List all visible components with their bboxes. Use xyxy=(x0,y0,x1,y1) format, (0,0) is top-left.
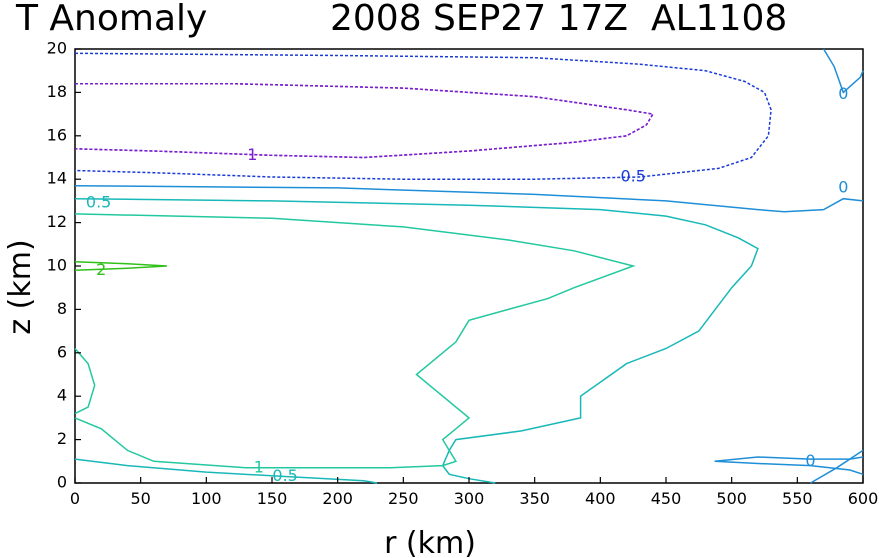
y-tick-label: 8 xyxy=(57,299,67,318)
contour-level-2-line xyxy=(74,260,167,272)
contour-label: 0 xyxy=(838,177,848,196)
x-tick-label: 150 xyxy=(257,489,288,508)
x-tick-label: 300 xyxy=(454,489,485,508)
x-tick-label: 500 xyxy=(716,489,747,508)
contour-lines xyxy=(74,48,864,484)
x-axis-ticks: 0 50 100 150 200 250 300 350 400 450 500 550 600 xyxy=(70,477,878,508)
y-tick-label: 16 xyxy=(47,125,67,144)
x-tick-label: 200 xyxy=(322,489,353,508)
y-tick-label: 0 xyxy=(57,473,67,492)
contour-label: 1 xyxy=(254,457,264,476)
contour-level-1-line xyxy=(74,213,636,469)
y-axis-ticks: 0 2 4 6 8 10 12 14 16 18 20 xyxy=(47,39,81,492)
contour-label: 0 xyxy=(805,451,815,470)
x-tick-label: 450 xyxy=(651,489,682,508)
x-tick-label: 600 xyxy=(848,489,879,508)
contour-label: 0.5 xyxy=(86,193,111,212)
y-tick-label: 4 xyxy=(57,386,67,405)
y-tick-label: 2 xyxy=(57,429,67,448)
x-tick-label: 400 xyxy=(585,489,616,508)
contour-level-0-line xyxy=(810,449,864,484)
contour-level-0-line xyxy=(74,184,864,213)
contour-level-1-line xyxy=(74,82,655,159)
x-tick-label: 100 xyxy=(191,489,222,508)
contour-level-0_5-line xyxy=(74,52,772,180)
x-tick-label: 50 xyxy=(130,489,150,508)
y-tick-label: 20 xyxy=(47,39,67,58)
x-tick-label: 250 xyxy=(388,489,419,508)
chart-subtitle: 2008 SEP27 17Z AL1108 xyxy=(330,0,787,39)
x-tick-label: 550 xyxy=(782,489,813,508)
x-tick-label: 350 xyxy=(519,489,550,508)
x-tick-label: 0 xyxy=(70,489,80,508)
contour-labels: 1 0.5 0 0 0 0.5 2 1 0.5 xyxy=(86,84,848,485)
x-axis-label: r (km) xyxy=(384,526,476,558)
contour-label: 0.5 xyxy=(272,466,297,485)
contour-label: 1 xyxy=(247,145,257,164)
contour-label: 0 xyxy=(838,84,848,103)
contour-level-0-line xyxy=(714,456,864,463)
y-axis-label: z (km) xyxy=(3,239,38,334)
y-tick-label: 6 xyxy=(57,342,67,361)
chart-title: T Anomaly xyxy=(15,0,207,39)
contour-label: 2 xyxy=(96,260,106,279)
contour-level-0_5-line xyxy=(74,197,759,484)
contour-label: 0.5 xyxy=(620,167,645,186)
y-tick-label: 14 xyxy=(47,169,67,188)
contour-level-0-line xyxy=(822,48,864,94)
y-tick-label: 10 xyxy=(47,256,67,275)
contour-level-1-line xyxy=(74,82,655,159)
y-tick-label: 12 xyxy=(47,212,67,231)
y-tick-label: 18 xyxy=(47,82,67,101)
contour-level-1-line xyxy=(74,348,96,415)
contour-level-0-line xyxy=(714,460,864,476)
contour-level-0_5-line xyxy=(74,458,378,484)
